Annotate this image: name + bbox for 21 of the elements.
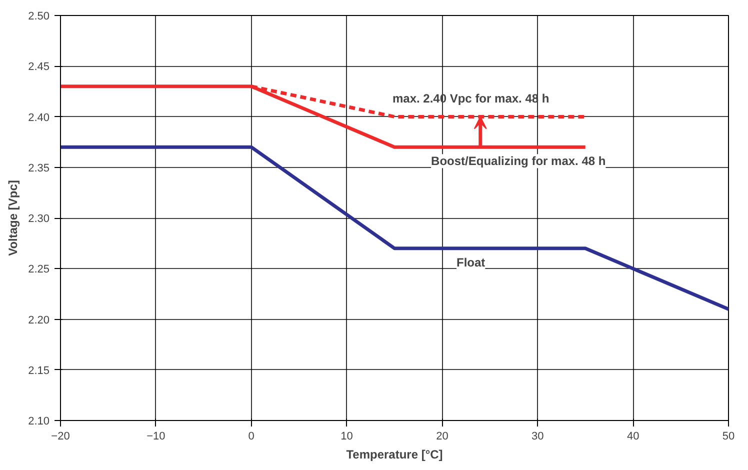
annotation: Boost/Equalizing for max. 48 h xyxy=(431,154,606,168)
y-tick-label: 2.45 xyxy=(28,61,50,74)
y-tick-label: 2.40 xyxy=(28,112,50,124)
y-tick-label: 2.20 xyxy=(28,314,50,326)
x-tick-label: 20 xyxy=(436,430,448,442)
y-tick-label: 2.35 xyxy=(28,162,50,174)
x-tick-label: 30 xyxy=(532,430,544,442)
x-axis-title: Temperature [°C] xyxy=(346,448,443,462)
y-tick-label: 2.30 xyxy=(28,213,50,225)
x-tick-label: 40 xyxy=(626,430,640,442)
y-tick-label: 2.25 xyxy=(28,264,50,276)
y-tick-label: 2.10 xyxy=(28,416,50,428)
x-tick-label: 0 xyxy=(248,430,254,442)
y-tick-label: 2.50 xyxy=(28,10,50,22)
x-tick-label: 50 xyxy=(722,430,735,442)
y-axis-title: Voltage [Vpc] xyxy=(6,180,20,256)
x-tick-label: −20 xyxy=(51,430,70,442)
x-tick-label: −10 xyxy=(146,430,166,442)
x-tick-label: 10 xyxy=(340,430,353,442)
annotation: Float xyxy=(456,256,486,270)
y-tick-label: 2.15 xyxy=(28,364,50,377)
